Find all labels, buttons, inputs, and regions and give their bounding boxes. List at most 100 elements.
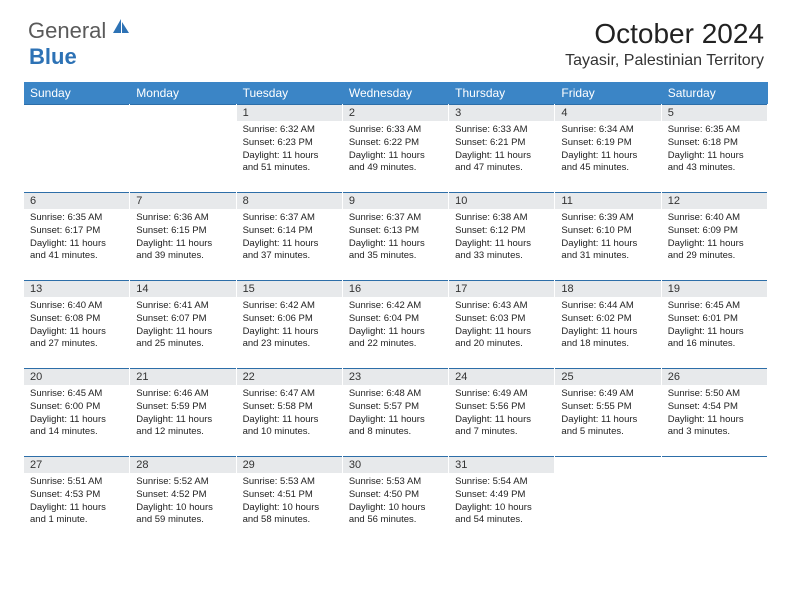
- day-number: 18: [555, 280, 660, 297]
- sunset-line: Sunset: 6:04 PM: [349, 313, 442, 326]
- sunset-line: Sunset: 5:56 PM: [455, 401, 548, 414]
- sunset-line: Sunset: 6:14 PM: [243, 225, 336, 238]
- sunrise-line: Sunrise: 6:32 AM: [243, 124, 336, 137]
- daylight-line: Daylight: 11 hours and 5 minutes.: [561, 414, 654, 440]
- calendar-cell: [130, 104, 236, 192]
- calendar-cell: 26Sunrise: 5:50 AMSunset: 4:54 PMDayligh…: [662, 368, 768, 456]
- dayname: Wednesday: [343, 82, 449, 104]
- cell-content: [130, 121, 235, 130]
- sunrise-line: Sunrise: 6:47 AM: [243, 388, 336, 401]
- cell-content: Sunrise: 5:53 AMSunset: 4:51 PMDaylight:…: [237, 473, 342, 533]
- calendar-cell: 5Sunrise: 6:35 AMSunset: 6:18 PMDaylight…: [662, 104, 768, 192]
- month-title: October 2024: [565, 18, 764, 50]
- sunrise-line: Sunrise: 6:49 AM: [561, 388, 654, 401]
- calendar-cell: 17Sunrise: 6:43 AMSunset: 6:03 PMDayligh…: [449, 280, 555, 368]
- calendar-cell: 7 Sunrise: 6:36 AMSunset: 6:15 PMDaylight…: [130, 192, 236, 280]
- sunrise-line: Sunrise: 6:49 AM: [455, 388, 548, 401]
- day-number: 30: [343, 456, 448, 473]
- sunset-line: Sunset: 6:18 PM: [668, 137, 761, 150]
- calendar-cell: 15Sunrise: 6:42 AMSunset: 6:06 PMDayligh…: [237, 280, 343, 368]
- day-number: 16: [343, 280, 448, 297]
- location: Tayasir, Palestinian Territory: [565, 52, 764, 70]
- daylight-line: Daylight: 11 hours and 39 minutes.: [136, 238, 229, 264]
- sunrise-line: Sunrise: 6:41 AM: [136, 300, 229, 313]
- sunset-line: Sunset: 6:00 PM: [30, 401, 123, 414]
- daylight-line: Daylight: 10 hours and 58 minutes.: [243, 502, 336, 528]
- cell-content: Sunrise: 6:40 AMSunset: 6:09 PMDaylight:…: [662, 209, 767, 269]
- sunrise-line: Sunrise: 6:39 AM: [561, 212, 654, 225]
- sunset-line: Sunset: 6:01 PM: [668, 313, 761, 326]
- cell-content: Sunrise: 6:41 AMSunset: 6:07 PMDaylight:…: [130, 297, 235, 357]
- calendar-cell: 11Sunrise: 6:39 AMSunset: 6:10 PMDayligh…: [555, 192, 661, 280]
- daylight-line: Daylight: 11 hours and 43 minutes.: [668, 150, 761, 176]
- sunset-line: Sunset: 4:51 PM: [243, 489, 336, 502]
- calendar-cell: 16Sunrise: 6:42 AMSunset: 6:04 PMDayligh…: [343, 280, 449, 368]
- day-number: 23: [343, 368, 448, 385]
- cell-content: Sunrise: 6:43 AMSunset: 6:03 PMDaylight:…: [449, 297, 554, 357]
- daylight-line: Daylight: 11 hours and 20 minutes.: [455, 326, 548, 352]
- daylight-line: Daylight: 11 hours and 12 minutes.: [136, 414, 229, 440]
- cell-content: Sunrise: 6:37 AMSunset: 6:13 PMDaylight:…: [343, 209, 448, 269]
- calendar-cell: 9Sunrise: 6:37 AMSunset: 6:13 PMDaylight…: [343, 192, 449, 280]
- sunset-line: Sunset: 5:57 PM: [349, 401, 442, 414]
- sunrise-line: Sunrise: 6:45 AM: [30, 388, 123, 401]
- sunset-line: Sunset: 6:17 PM: [30, 225, 123, 238]
- daylight-line: Daylight: 11 hours and 31 minutes.: [561, 238, 654, 264]
- sunrise-line: Sunrise: 6:42 AM: [349, 300, 442, 313]
- calendar-cell: 6 Sunrise: 6:35 AMSunset: 6:17 PMDaylight…: [24, 192, 130, 280]
- sunrise-line: Sunrise: 6:40 AM: [30, 300, 123, 313]
- cell-content: [555, 473, 660, 482]
- cell-content: Sunrise: 6:33 AMSunset: 6:21 PMDaylight:…: [449, 121, 554, 181]
- sunset-line: Sunset: 6:07 PM: [136, 313, 229, 326]
- day-number: 27: [24, 456, 129, 473]
- logo-text-general: General: [28, 18, 106, 44]
- sunrise-line: Sunrise: 6:35 AM: [30, 212, 123, 225]
- dayname: Friday: [555, 82, 661, 104]
- sunset-line: Sunset: 6:10 PM: [561, 225, 654, 238]
- calendar-cell: 20Sunrise: 6:45 AMSunset: 6:00 PMDayligh…: [24, 368, 130, 456]
- sunset-line: Sunset: 4:50 PM: [349, 489, 442, 502]
- dayname-row: SundayMondayTuesdayWednesdayThursdayFrid…: [24, 82, 768, 104]
- sunrise-line: Sunrise: 6:45 AM: [668, 300, 761, 313]
- sunrise-line: Sunrise: 6:37 AM: [349, 212, 442, 225]
- day-number: [662, 456, 767, 473]
- sunset-line: Sunset: 5:55 PM: [561, 401, 654, 414]
- cell-content: Sunrise: 6:35 AMSunset: 6:18 PMDaylight:…: [662, 121, 767, 181]
- calendar-cell: 29Sunrise: 5:53 AMSunset: 4:51 PMDayligh…: [237, 456, 343, 544]
- sunset-line: Sunset: 6:03 PM: [455, 313, 548, 326]
- daylight-line: Daylight: 11 hours and 1 minute.: [30, 502, 123, 528]
- cell-content: Sunrise: 5:54 AMSunset: 4:49 PMDaylight:…: [449, 473, 554, 533]
- day-number: 14: [130, 280, 235, 297]
- calendar-cell: 22Sunrise: 6:47 AMSunset: 5:58 PMDayligh…: [237, 368, 343, 456]
- calendar-cell: [662, 456, 768, 544]
- sunrise-line: Sunrise: 6:44 AM: [561, 300, 654, 313]
- day-number: 7: [130, 192, 235, 209]
- logo-text-blue: Blue: [29, 44, 77, 69]
- daylight-line: Daylight: 11 hours and 45 minutes.: [561, 150, 654, 176]
- dayname: Monday: [130, 82, 236, 104]
- day-number: [24, 104, 129, 121]
- sunset-line: Sunset: 4:52 PM: [136, 489, 229, 502]
- sunrise-line: Sunrise: 6:42 AM: [243, 300, 336, 313]
- sunrise-line: Sunrise: 5:51 AM: [30, 476, 123, 489]
- cell-content: Sunrise: 6:37 AMSunset: 6:14 PMDaylight:…: [237, 209, 342, 269]
- cell-content: Sunrise: 6:49 AMSunset: 5:56 PMDaylight:…: [449, 385, 554, 445]
- sunrise-line: Sunrise: 6:36 AM: [136, 212, 229, 225]
- cell-content: Sunrise: 6:47 AMSunset: 5:58 PMDaylight:…: [237, 385, 342, 445]
- daylight-line: Daylight: 11 hours and 35 minutes.: [349, 238, 442, 264]
- sunrise-line: Sunrise: 6:35 AM: [668, 124, 761, 137]
- daylight-line: Daylight: 10 hours and 54 minutes.: [455, 502, 548, 528]
- daylight-line: Daylight: 10 hours and 56 minutes.: [349, 502, 442, 528]
- sunset-line: Sunset: 6:02 PM: [561, 313, 654, 326]
- daylight-line: Daylight: 11 hours and 10 minutes.: [243, 414, 336, 440]
- calendar-cell: 14Sunrise: 6:41 AMSunset: 6:07 PMDayligh…: [130, 280, 236, 368]
- day-number: 4: [555, 104, 660, 121]
- daylight-line: Daylight: 11 hours and 18 minutes.: [561, 326, 654, 352]
- day-number: 26: [662, 368, 767, 385]
- daylight-line: Daylight: 11 hours and 7 minutes.: [455, 414, 548, 440]
- daylight-line: Daylight: 11 hours and 41 minutes.: [30, 238, 123, 264]
- daylight-line: Daylight: 11 hours and 16 minutes.: [668, 326, 761, 352]
- cell-content: Sunrise: 6:44 AMSunset: 6:02 PMDaylight:…: [555, 297, 660, 357]
- sunset-line: Sunset: 6:15 PM: [136, 225, 229, 238]
- day-number: 6: [24, 192, 129, 209]
